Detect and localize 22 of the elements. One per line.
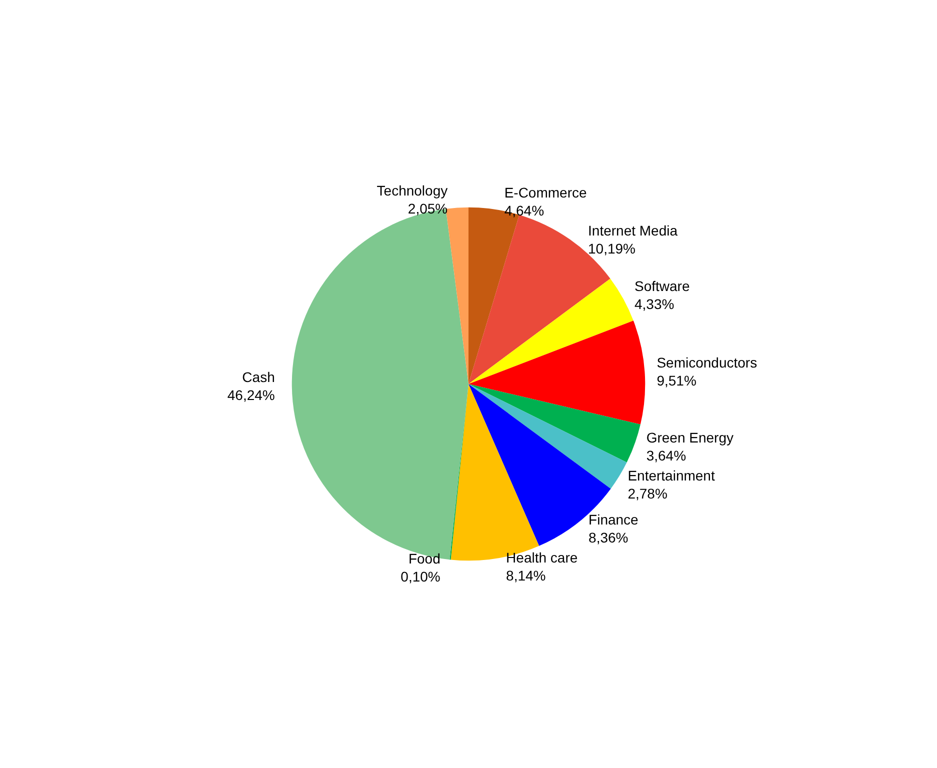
data-label: 9,51% [656,372,696,388]
slice-label: Internet Media [588,222,678,238]
slice-label: Technology [376,182,448,199]
slice-label: Health care [506,549,578,566]
data-label: 8,36% [588,529,628,546]
data-label: 2,05% [408,200,448,217]
slice-label: Software [634,278,690,294]
slice-label: Entertainment [628,468,715,484]
slice-label: Cash [242,369,275,386]
data-label: 8,14% [506,567,546,584]
slice-label: Semiconductors [656,354,758,370]
slice-label: Food [408,550,440,567]
data-label: 3,64% [646,448,686,464]
data-label: 46,24% [227,387,275,404]
slice-label: E-Commerce [504,184,587,200]
data-label: 4,33% [634,296,674,312]
data-label: 10,19% [588,240,636,256]
data-label: 4,64% [504,202,544,218]
data-label: 2,78% [628,486,668,502]
slice-label: Finance [588,511,639,528]
data-label: 0,10% [400,568,440,585]
slice-label: Green Energy [646,430,734,446]
